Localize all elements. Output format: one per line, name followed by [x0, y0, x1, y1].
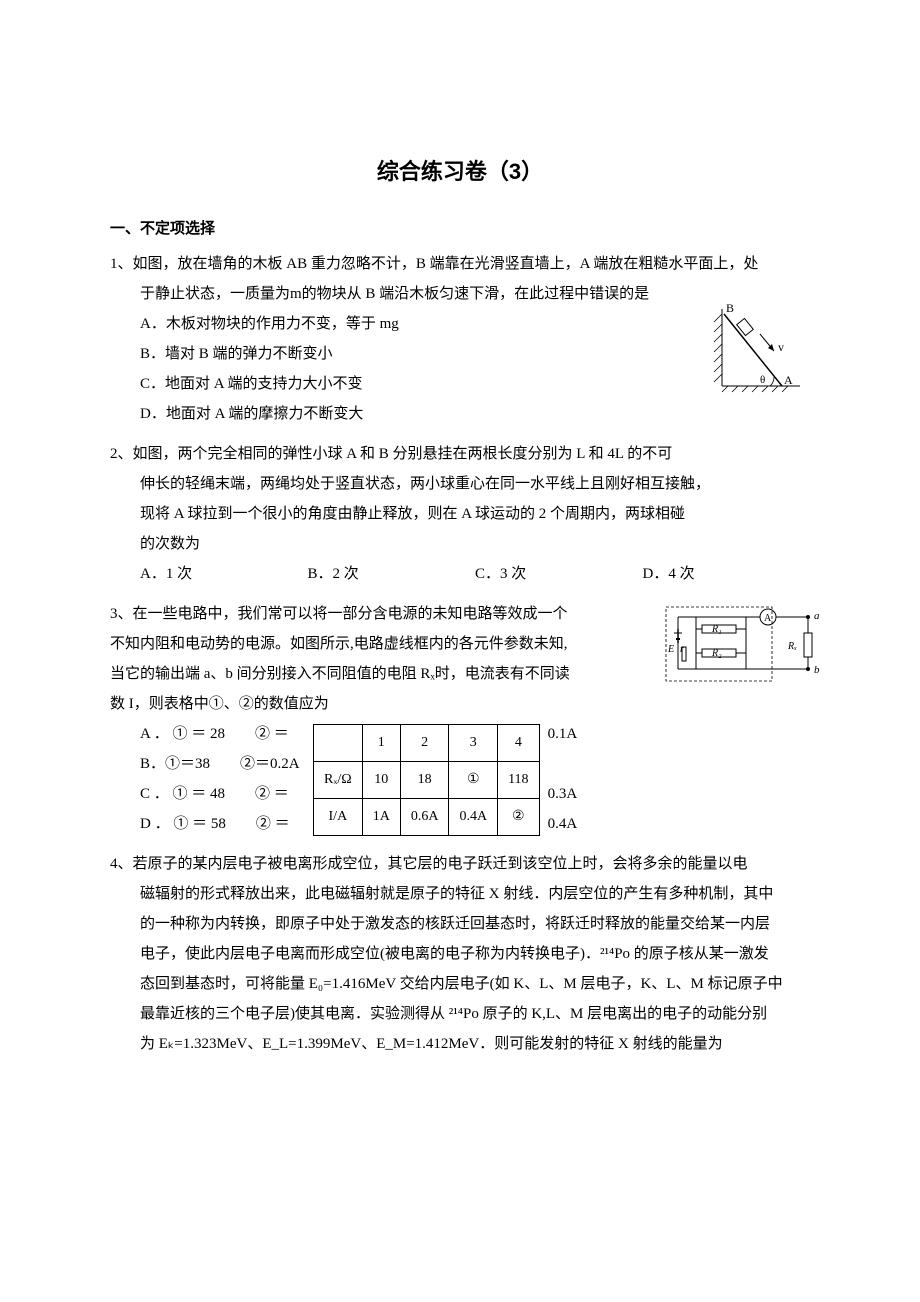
q1-option-c: C．地面对 A 端的支持力大小不变	[110, 369, 810, 399]
q1-stem-l1: 1、如图，放在墙角的木板 AB 重力忽略不计，B 端靠在光滑竖直墙上，A 端放在…	[110, 249, 810, 279]
svg-text:B: B	[726, 304, 734, 315]
q1-option-b: B．墙对 B 端的弹力不断变小	[110, 339, 810, 369]
q2-stem-l1: 2、如图，两个完全相同的弹性小球 A 和 B 分别悬挂在两根长度分别为 L 和 …	[110, 439, 810, 469]
q2-options: A．1 次 B．2 次 C．3 次 D．4 次	[110, 559, 810, 589]
page-title: 综合练习卷（3）	[110, 150, 810, 194]
table-row: I/A 1A 0.6A 0.4A ②	[314, 799, 540, 836]
q2-option-b: B．2 次	[308, 559, 476, 589]
q4-l2: 磁辐射的形式释放出来，此电磁辐射就是原子的特征 X 射线．内层空位的产生有多种机…	[110, 879, 810, 909]
question-1: 1、如图，放在墙角的木板 AB 重力忽略不计，B 端靠在光滑竖直墙上，A 端放在…	[110, 249, 810, 429]
q3-option-c-right: 0.3A	[548, 779, 598, 809]
svg-text:θ: θ	[760, 374, 765, 386]
q3-option-d-left: D ． ① ＝ 58 ② ＝	[140, 809, 305, 839]
q3-option-a-left: A ． ① ＝ 28 ② ＝	[140, 719, 305, 749]
table-cell: 0.6A	[400, 799, 449, 836]
table-cell: ①	[449, 762, 498, 799]
q2-option-d: D．4 次	[643, 559, 811, 589]
question-4: 4、若原子的某内层电子被电离形成空位，其它层的电子跃迁到该空位上时，会将多余的能…	[110, 849, 810, 1059]
table-cell: 118	[498, 762, 539, 799]
table-row: 1 2 3 4	[314, 725, 540, 762]
svg-text:E: E	[667, 644, 674, 655]
q4-l3: 的一种称为内转换，即原子中处于激发态的核跃迁回基态时，将跃迁时释放的能量交给某一…	[110, 909, 810, 939]
q2-stem-l3: 现将 A 球拉到一个很小的角度由静止释放，则在 A 球运动的 2 个周期内，两球…	[110, 499, 810, 529]
q3-stem-l4: 数 I，则表格中①、②的数值应为	[110, 689, 810, 719]
q1-stem-l2: 于静止状态，一质量为m的物块从 B 端沿木板匀速下滑，在此过程中错误的是	[110, 279, 810, 309]
svg-text:R₂: R₂	[711, 648, 722, 659]
q4-l6: 最靠近核的三个电子层)使其电离．实验测得从 ²¹⁴Po 原子的 K,L、M 层电…	[110, 999, 810, 1029]
table-cell: 1A	[362, 799, 400, 836]
q1-option-a: A．木板对物块的作用力不变，等于 mg	[110, 309, 810, 339]
table-cell: 1	[362, 725, 400, 762]
q3-option-d-right: 0.4A	[548, 809, 598, 839]
q1-option-d: D．地面对 A 端的摩擦力不断变大	[110, 399, 810, 429]
table-row: Rₓ/Ω 10 18 ① 118	[314, 762, 540, 799]
q2-option-c: C．3 次	[475, 559, 643, 589]
table-cell: 0.4A	[449, 799, 498, 836]
svg-text:A: A	[784, 373, 793, 387]
svg-text:R₁: R₁	[711, 624, 722, 635]
question-3: 3、在一些电路中，我们常可以将一部分含电源的未知电路等效成一个 不知内阻和电动势…	[110, 599, 810, 839]
question-2: 2、如图，两个完全相同的弹性小球 A 和 B 分别悬挂在两根长度分别为 L 和 …	[110, 439, 810, 589]
table-cell: 2	[400, 725, 449, 762]
q3-options-left: A ． ① ＝ 28 ② ＝ B．①＝38 ②＝0.2A C ． ① ＝ 48 …	[140, 719, 305, 839]
table-cell: ②	[498, 799, 539, 836]
svg-text:v: v	[778, 340, 784, 354]
q3-option-a-right: 0.1A	[548, 719, 598, 749]
table-cell: Rₓ/Ω	[314, 762, 363, 799]
q4-l1: 4、若原子的某内层电子被电离形成空位，其它层的电子跃迁到该空位上时，会将多余的能…	[110, 849, 810, 879]
table-cell: 18	[400, 762, 449, 799]
table-cell	[314, 725, 363, 762]
q3-table: 1 2 3 4 Rₓ/Ω 10 18 ① 118 I/A 1A 0.6A 0.4…	[313, 724, 540, 836]
q4-l5: 态回到基态时，可将能量 E₀=1.416MeV 交给内层电子(如 K、L、M 层…	[110, 969, 810, 999]
q3-figure: E r R₁ R₂	[660, 599, 830, 689]
q2-option-a: A．1 次	[140, 559, 308, 589]
q2-stem-l2: 伸长的轻绳末端，两绳均处于竖直状态，两小球重心在同一水平线上且刚好相互接触，	[110, 469, 810, 499]
table-cell: I/A	[314, 799, 363, 836]
q2-stem-l4: 的次数为	[110, 529, 810, 559]
svg-text:Rₓ: Rₓ	[787, 641, 797, 652]
table-cell: 3	[449, 725, 498, 762]
svg-text:b: b	[814, 664, 820, 676]
svg-text:A: A	[764, 613, 772, 624]
svg-text:r: r	[680, 644, 684, 655]
q3-option-b-left: B．①＝38 ②＝0.2A	[140, 749, 305, 779]
q4-l4: 电子，使此内层电子电离而形成空位(被电离的电子称为内转换电子)．²¹⁴Po 的原…	[110, 939, 810, 969]
q3-option-c-left: C ． ① ＝ 48 ② ＝	[140, 779, 305, 809]
q4-l7: 为 Eₖ=1.323MeV、E_L=1.399MeV、E_M=1.412MeV．…	[110, 1029, 810, 1059]
table-cell: 4	[498, 725, 539, 762]
section-header: 一、不定项选择	[110, 214, 810, 244]
svg-text:a: a	[814, 610, 820, 622]
q3-options-right: 0.1A 0.3A 0.4A	[548, 719, 598, 839]
table-cell: 10	[362, 762, 400, 799]
q1-figure: v θ B A	[710, 304, 810, 394]
